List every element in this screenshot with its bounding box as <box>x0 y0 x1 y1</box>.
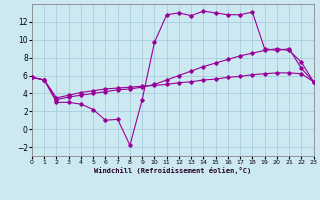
X-axis label: Windchill (Refroidissement éolien,°C): Windchill (Refroidissement éolien,°C) <box>94 167 252 174</box>
